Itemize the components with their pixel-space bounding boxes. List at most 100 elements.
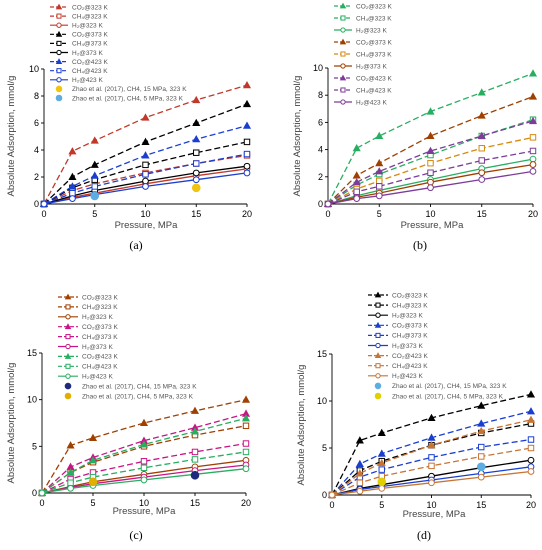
- data-point: [529, 147, 537, 155]
- series-line: [43, 153, 248, 205]
- series-line: [327, 170, 534, 205]
- series-line: [327, 163, 534, 205]
- legend-marker: [339, 2, 347, 9]
- y-tick-label: 10: [313, 63, 323, 73]
- legend-entry: Zhao et al. (2017), CH4, 5 MPa, 323 K: [64, 392, 194, 400]
- series-line: [327, 158, 534, 205]
- data-point: [378, 466, 385, 473]
- series-10: [191, 183, 201, 193]
- legend-label: CO₂@373 K: [356, 39, 393, 46]
- legend-marker: [55, 30, 63, 37]
- legend-marker: [55, 3, 63, 10]
- legend-marker: [65, 363, 71, 369]
- legend-entry: CH₄@373 K: [58, 334, 118, 341]
- data-point: [191, 448, 199, 456]
- data-point: [142, 177, 149, 185]
- legend-marker: [65, 314, 71, 320]
- data-point: [328, 491, 336, 499]
- legend-entry: CH₄@323 K: [368, 302, 428, 309]
- data-point: [427, 184, 434, 192]
- data-point: [478, 443, 485, 451]
- y-tick-label: 4: [34, 145, 39, 155]
- data-point: [377, 449, 386, 457]
- legend-entry: CH₄@323 K: [58, 304, 118, 311]
- chart-panel-4: 0 5 10 15 20 0 5 10 15 Pressure, MPa Absolute Adso…: [296, 291, 536, 542]
- data-point: [69, 195, 76, 202]
- legend-marker: [56, 13, 62, 19]
- data-point: [528, 116, 538, 125]
- legend-entry: CH₄@423 K: [368, 363, 428, 370]
- data-point: [526, 407, 536, 415]
- legend-label: Zhao et al. (2017), CH4, 5 MPa, 323 K: [82, 393, 194, 400]
- legend-label: H₂@373 K: [392, 343, 423, 350]
- data-point: [141, 113, 150, 121]
- legend-marker: [340, 27, 346, 33]
- legend-entry: CH₄@423 K: [58, 364, 118, 371]
- x-tick-label: 20: [526, 500, 536, 510]
- legend-label: H₂@323 K: [392, 313, 423, 320]
- legend-marker: [340, 87, 346, 93]
- legend-entry: H₂@423 K: [58, 374, 113, 381]
- data-point: [375, 158, 384, 167]
- data-point: [377, 428, 386, 437]
- legend-marker: [55, 58, 63, 65]
- legend-label: CH₄@423 K: [392, 363, 428, 370]
- legend-entry: CH₄@373 K: [334, 51, 392, 58]
- series-line: [41, 451, 247, 494]
- legend-marker: [65, 343, 71, 350]
- series-10: [476, 462, 486, 472]
- x-tick-label: 0: [329, 500, 334, 510]
- data-point: [529, 167, 537, 175]
- data-point: [527, 436, 535, 443]
- x-axis-label: Pressure, MPa: [403, 509, 467, 520]
- data-point: [478, 176, 486, 183]
- data-point: [355, 436, 364, 444]
- legend-marker: [340, 63, 346, 69]
- legend-label: CH₄@373 K: [356, 51, 392, 58]
- legend-marker: [56, 49, 62, 56]
- data-point: [88, 433, 98, 441]
- data-point: [476, 462, 486, 472]
- legend-marker: [340, 99, 346, 105]
- legend-entry: H₂@423 K: [334, 99, 387, 106]
- data-point: [142, 183, 149, 190]
- x-axis-label: Pressure, MPa: [113, 506, 177, 517]
- series-line: [331, 470, 532, 496]
- series-7: [39, 121, 252, 208]
- legend-marker: [56, 77, 62, 83]
- legend-marker: [65, 373, 71, 379]
- data-point: [69, 189, 76, 197]
- legend-entry: CH₄@373 K: [368, 333, 428, 340]
- y-tick-label: 5: [322, 443, 327, 453]
- legend-entry: CH₄@323 K: [50, 13, 108, 20]
- legend-label: CO₂@373 K: [82, 324, 119, 331]
- legend-marker: [64, 323, 72, 330]
- legend-marker: [374, 291, 382, 298]
- series-line: [327, 72, 534, 205]
- legend-marker: [374, 321, 382, 328]
- legend-label: H₂@423 K: [82, 374, 113, 381]
- legend-label: CH₄@323 K: [356, 15, 392, 22]
- legend-label: CO₂@423 K: [72, 59, 109, 66]
- y-tick-label: 8: [34, 91, 39, 101]
- legend-entry: CH₄@323 K: [334, 15, 392, 22]
- legend-marker: [375, 342, 381, 349]
- data-point: [193, 149, 200, 156]
- data-point: [40, 200, 48, 208]
- data-point: [478, 157, 485, 164]
- legend-marker: [374, 392, 382, 400]
- data-point: [142, 171, 149, 178]
- series-line: [331, 393, 532, 496]
- legend-label: H₂@423 K: [72, 77, 103, 84]
- data-point: [140, 458, 148, 465]
- data-point: [529, 155, 537, 163]
- data-point: [67, 479, 74, 486]
- data-point: [477, 473, 485, 481]
- legend-marker: [339, 38, 347, 45]
- legend-marker: [64, 293, 72, 300]
- y-axis-label: Absolute Adsorption, mmol/g: [296, 365, 307, 486]
- legend-marker: [375, 312, 381, 318]
- data-point: [428, 479, 435, 487]
- data-point: [242, 121, 252, 129]
